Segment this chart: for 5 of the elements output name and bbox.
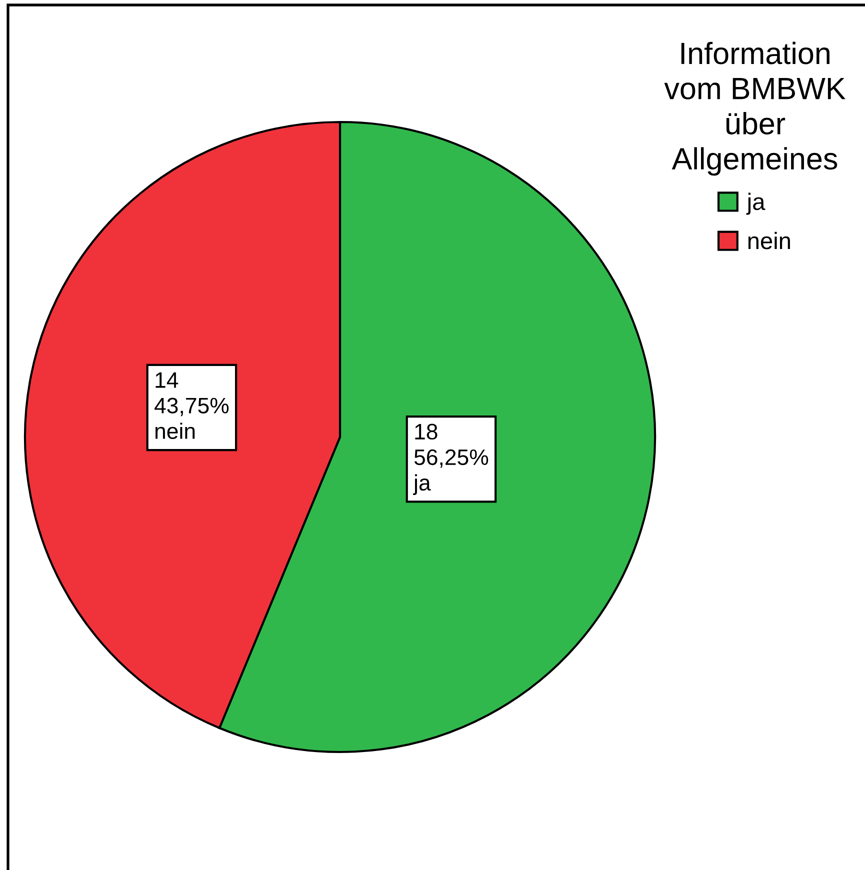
legend-label: nein [748,232,790,250]
legend-label: ja [746,192,766,215]
data-label: 18 56,25% ja [412,424,488,496]
legend-title: Information vom BMBWK über Allgemeines [664,42,846,176]
data-label: 14 43,75% nein [154,372,229,440]
